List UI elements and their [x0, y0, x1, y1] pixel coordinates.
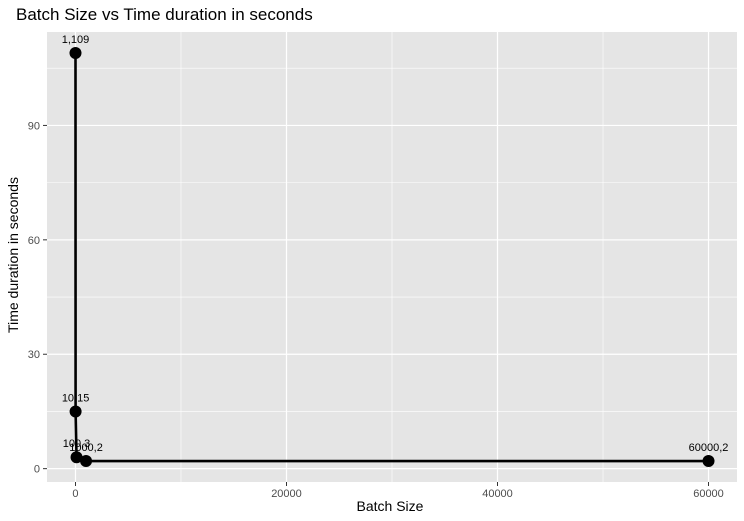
y-tick-label: 60	[28, 235, 40, 247]
data-label: 1000,2	[69, 442, 103, 454]
chart-title: Batch Size vs Time duration in seconds	[16, 5, 313, 24]
points-layer	[69, 46, 715, 468]
data-point	[69, 46, 82, 59]
x-axis-title: Batch Size	[357, 498, 424, 514]
x-tick-label: 0	[72, 488, 78, 500]
data-label: 100,3	[63, 438, 91, 450]
y-tick-label: 0	[34, 464, 40, 476]
y-tick-label: 30	[28, 349, 40, 361]
grid-minor-lines	[47, 32, 737, 482]
y-axis-title: Time duration in seconds	[5, 177, 21, 333]
data-point	[702, 455, 715, 468]
data-point	[80, 455, 93, 468]
y-tick-label: 90	[28, 120, 40, 132]
x-tick-label: 40000	[482, 488, 513, 500]
data-point	[70, 451, 83, 464]
data-point	[69, 405, 82, 418]
data-label: 60000,2	[689, 442, 729, 454]
x-axis-ticks: 0 20000 40000 60000	[72, 482, 724, 500]
data-label: 1,109	[62, 34, 90, 46]
data-label: 10,15	[62, 392, 90, 404]
x-tick-label: 20000	[271, 488, 302, 500]
y-axis-ticks: 0 30 60 90	[28, 120, 47, 476]
x-tick-label: 60000	[693, 488, 724, 500]
